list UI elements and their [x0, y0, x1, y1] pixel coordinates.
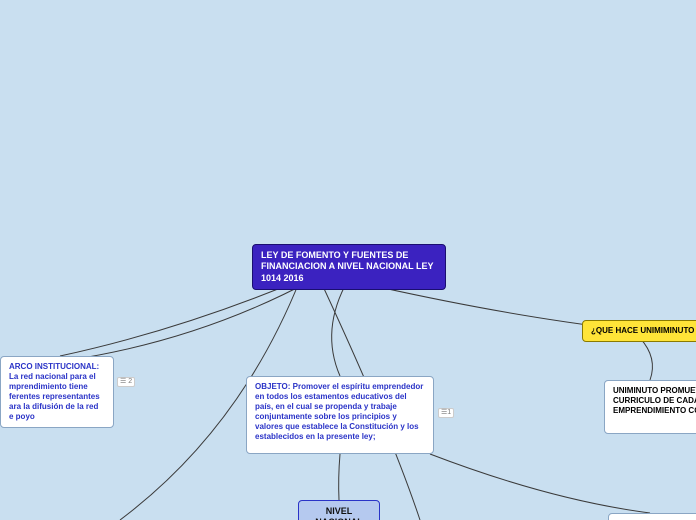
badge-left-text: ☰ 2: [120, 378, 132, 385]
node-left[interactable]: ARCO INSTITUCIONAL: La red nacional para…: [0, 356, 114, 428]
node-right[interactable]: UNIMINUTO PROMUEV DE LA DIFUSION, INTE C…: [604, 380, 696, 434]
mindmap-canvas: LEY DE FOMENTO Y FUENTES DE FINANCIACION…: [0, 0, 696, 520]
badge-objeto[interactable]: ☰1: [438, 408, 454, 418]
node-nivel-text: NIVEL NACIONAL: [315, 506, 363, 520]
node-central-text: LEY DE FOMENTO Y FUENTES DE FINANCIACION…: [261, 250, 433, 283]
badge-left[interactable]: ☰ 2: [117, 377, 135, 387]
badge-objeto-text: ☰1: [441, 409, 451, 416]
node-objeto[interactable]: OBJETO: Promover el espíritu emprendedor…: [246, 376, 434, 454]
node-nivel[interactable]: NIVEL NACIONAL: [298, 500, 380, 520]
node-yellow-text: ¿QUE HACE UNIMIMINUTO: [591, 326, 694, 335]
node-right-text: UNIMINUTO PROMUEV DE LA DIFUSION, INTE C…: [613, 386, 696, 415]
node-central[interactable]: LEY DE FOMENTO Y FUENTES DE FINANCIACION…: [252, 244, 446, 290]
node-bottom-right[interactable]: 1) semilleros de inves: [608, 513, 696, 520]
node-yellow[interactable]: ¿QUE HACE UNIMIMINUTO: [582, 320, 696, 342]
node-objeto-text: OBJETO: Promover el espíritu emprendedor…: [255, 382, 423, 441]
node-left-text: ARCO INSTITUCIONAL: La red nacional para…: [9, 362, 100, 421]
